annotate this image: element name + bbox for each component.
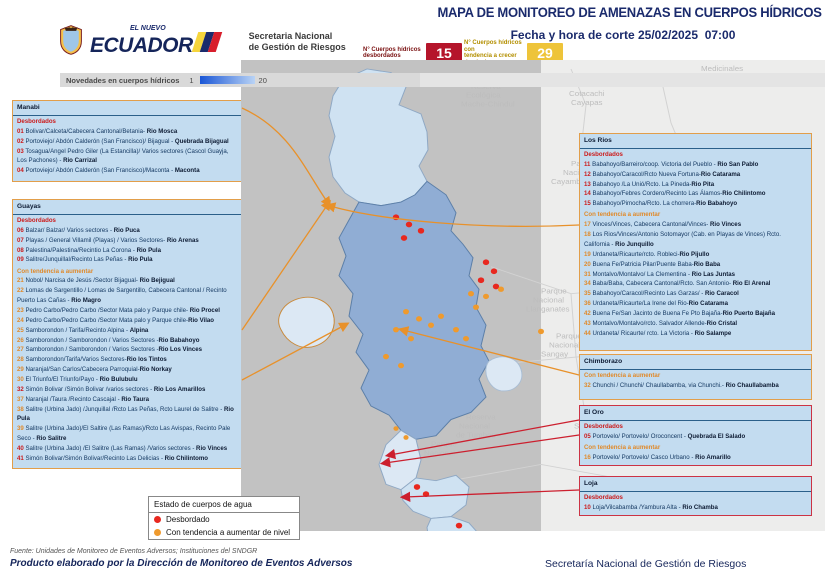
svg-text:Sangay: Sangay <box>541 350 568 359</box>
svg-text:Parque: Parque <box>541 287 567 296</box>
svg-text:Reserva: Reserva <box>466 413 497 422</box>
svg-text:Nacional: Nacional <box>549 341 580 350</box>
svg-text:Mache-Chindul: Mache-Chindul <box>461 100 515 109</box>
svg-text:Cotacachi: Cotacachi <box>569 89 605 98</box>
svg-text:Parque: Parque <box>431 440 457 449</box>
svg-text:de Tumbes: de Tumbes <box>456 431 496 440</box>
svg-text:Llanganates: Llanganates <box>526 305 570 314</box>
svg-text:Nacional: Nacional <box>533 296 564 305</box>
svg-text:Ecológica: Ecológica <box>466 91 501 100</box>
svg-text:Nacional: Nacional <box>424 449 455 458</box>
svg-text:Parque: Parque <box>556 332 582 341</box>
svg-text:Medicinales: Medicinales <box>701 64 743 73</box>
svg-text:Cayapas: Cayapas <box>571 98 603 107</box>
svg-text:Nacional: Nacional <box>459 422 490 431</box>
